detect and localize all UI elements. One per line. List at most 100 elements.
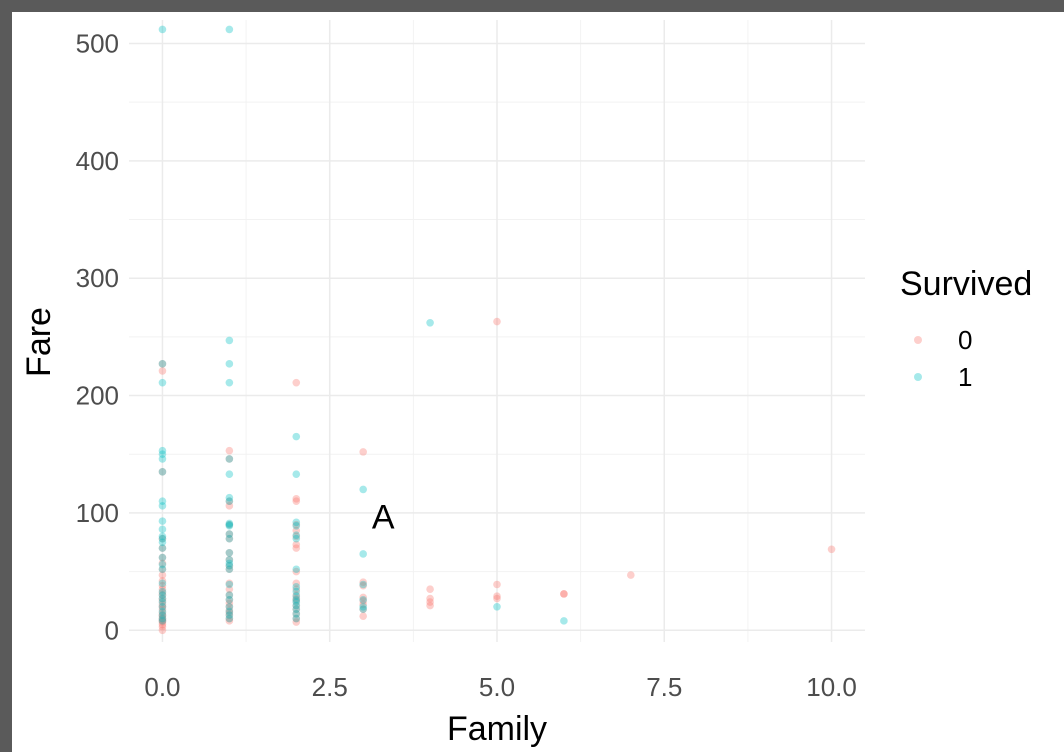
data-point-survived-1 [225,556,234,564]
x-tick-label: 10.0 [806,672,857,702]
data-point-survived-1 [225,549,234,557]
data-point-survived-1 [292,592,301,601]
data-point-survived-0 [158,534,167,543]
data-point-survived-1 [292,601,301,610]
data-point-survived-0 [225,502,234,510]
data-point-survived-0 [359,581,367,590]
data-point-survived-1 [158,587,167,596]
data-point-survived-0 [158,591,167,599]
data-point-survived-0 [426,594,434,603]
data-point-survived-0 [292,532,301,541]
data-point-survived-1 [225,455,234,463]
data-point-survived-1 [225,580,234,589]
data-point-survived-0 [158,571,167,579]
legend-label-1: 1 [958,362,972,392]
data-point-survived-1 [292,605,301,613]
data-point-survived-0 [292,567,301,576]
y-tick-label: 200 [76,381,119,411]
data-point-survived-0 [158,602,167,611]
data-point-survived-0 [359,612,367,620]
data-point-survived-0 [158,594,167,603]
grid [129,20,865,642]
data-point-survived-0 [292,526,301,535]
data-point-survived-0 [225,579,234,588]
data-point-survived-1 [158,560,167,569]
data-point-survived-0 [158,588,167,597]
data-point-survived-1 [225,534,234,543]
data-point-survived-0 [292,495,301,503]
data-point-survived-1 [292,470,301,478]
data-point-survived-0 [292,594,301,603]
data-point-survived-0 [225,606,234,615]
data-point-survived-0 [225,614,234,623]
data-point-survived-0 [225,549,234,557]
data-point-survived-1 [225,595,234,604]
data-point-survived-0 [292,585,301,593]
data-point-survived-1 [158,538,167,547]
data-point-survived-1 [359,602,367,611]
data-points [158,25,836,635]
data-point-survived-1 [158,614,167,623]
x-tick-label: 7.5 [646,672,682,702]
data-point-survived-0 [560,590,568,598]
data-point-survived-0 [292,597,301,605]
data-point-survived-1 [158,594,167,603]
data-point-survived-0 [225,595,234,604]
data-point-survived-0 [158,612,167,620]
data-point-survived-0 [225,561,234,570]
legend-title: Survived [900,265,1032,303]
y-tick-label: 100 [76,498,119,528]
data-point-survived-1 [292,610,301,618]
y-axis-label: Fare [20,307,58,377]
data-point-survived-0 [359,448,367,456]
data-point-survived-0 [158,600,167,609]
y-tick-label: 0 [105,615,119,645]
data-point-survived-0 [493,594,501,603]
data-point-survived-1 [225,559,234,568]
data-point-survived-0 [292,591,301,599]
data-point-survived-1 [158,502,167,510]
data-point-survived-1 [225,497,234,505]
data-point-survived-1 [158,579,167,588]
data-point-survived-0 [158,585,167,593]
data-point-survived-0 [292,601,301,610]
x-tick-label: 0.0 [144,672,180,702]
data-point-survived-1 [225,470,234,478]
data-point-survived-0 [292,540,301,549]
data-point-survived-0 [225,617,234,625]
data-point-survived-1 [225,561,234,570]
data-point-survived-1 [225,607,234,616]
legend: Survived 0 1 [900,265,1032,392]
data-point-survived-1 [225,25,234,34]
data-point-survived-1 [292,614,301,623]
data-point-survived-1 [560,617,568,625]
data-point-survived-1 [225,378,234,387]
data-point-survived-1 [158,450,167,459]
data-point-survived-0 [158,553,167,562]
y-tick-label: 500 [76,28,119,58]
data-point-survived-0 [225,602,234,611]
data-point-survived-1 [359,605,367,613]
data-point-survived-0 [158,468,167,476]
data-point-survived-0 [158,544,167,552]
data-point-survived-1 [158,607,167,616]
data-point-survived-0 [493,317,501,326]
data-point-survived-1 [292,587,301,596]
data-point-survived-1 [225,565,234,574]
data-point-survived-1 [493,602,501,611]
data-point-survived-0 [225,534,234,543]
data-point-survived-0 [292,605,301,613]
data-point-survived-0 [225,520,234,529]
annotation-label: A [372,498,395,536]
data-point-survived-0 [359,578,367,586]
data-point-survived-0 [292,579,301,588]
data-point-survived-0 [225,585,234,593]
legend-label-0: 0 [958,325,972,355]
data-point-survived-1 [158,617,167,625]
data-point-survived-1 [292,531,301,540]
data-point-survived-1 [158,360,167,368]
data-point-survived-1 [225,611,234,619]
data-point-survived-0 [225,497,234,505]
data-point-survived-1 [359,485,367,494]
data-point-survived-0 [827,545,836,554]
